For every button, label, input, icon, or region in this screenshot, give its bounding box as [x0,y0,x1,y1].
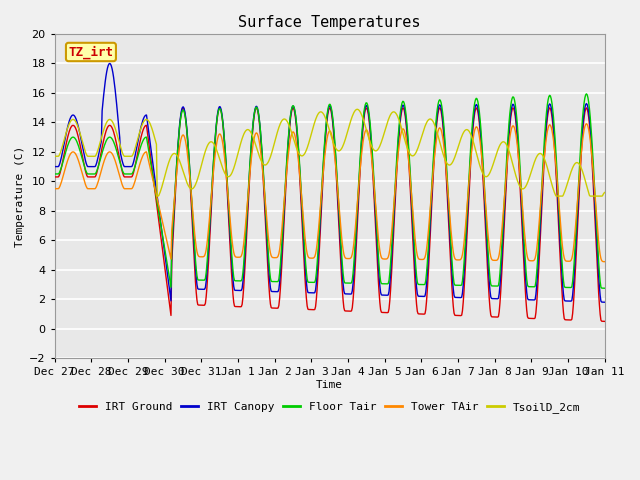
Legend: IRT Ground, IRT Canopy, Floor Tair, Tower TAir, TsoilD_2cm: IRT Ground, IRT Canopy, Floor Tair, Towe… [75,398,584,418]
X-axis label: Time: Time [316,380,343,390]
Y-axis label: Temperature (C): Temperature (C) [15,145,25,247]
Text: TZ_irt: TZ_irt [68,45,113,59]
Title: Surface Temperatures: Surface Temperatures [239,15,421,30]
